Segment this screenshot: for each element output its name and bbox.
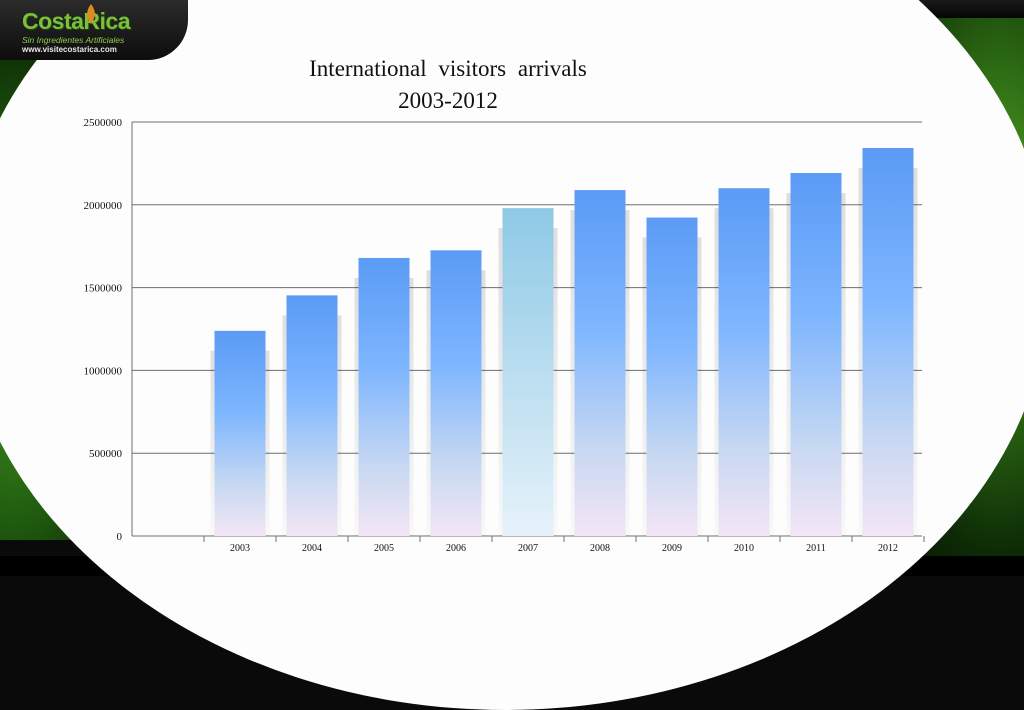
bar-2004 bbox=[286, 295, 338, 536]
bar-2003 bbox=[214, 330, 266, 536]
logo-brand: CostaRica bbox=[22, 8, 130, 34]
x-tick-label: 2004 bbox=[302, 543, 322, 554]
bars bbox=[210, 147, 918, 537]
bar-2006 bbox=[430, 250, 482, 536]
chart-subtitle: 2003-2012 bbox=[398, 88, 498, 113]
y-tick-label: 1000000 bbox=[84, 365, 123, 377]
y-tick-label: 0 bbox=[117, 531, 123, 543]
bar-2005 bbox=[358, 257, 410, 536]
x-tick-label: 2009 bbox=[662, 543, 682, 554]
bar-2009 bbox=[646, 217, 698, 536]
x-tick-label: 2007 bbox=[518, 543, 538, 554]
chart-title: International visitors arrivals bbox=[309, 56, 587, 81]
x-axis-ticks: 2003 2004 2005 2006 2007 2008 2009 2010 2011 2012 bbox=[203, 536, 925, 554]
x-tick-label: 2008 bbox=[590, 543, 610, 554]
bar-2010 bbox=[718, 188, 770, 537]
y-axis-ticks: 0 500000 1000000 1500000 2000000 2500000 bbox=[84, 117, 123, 543]
bar-2008 bbox=[574, 190, 626, 537]
logo-tagline: Sin Ingredientes Artificiales bbox=[22, 35, 125, 45]
y-tick-label: 500000 bbox=[89, 448, 123, 460]
x-tick-label: 2010 bbox=[734, 543, 754, 554]
y-tick-label: 2500000 bbox=[84, 117, 123, 129]
x-tick-label: 2006 bbox=[446, 543, 466, 554]
y-tick-label: 2000000 bbox=[84, 200, 123, 212]
x-tick-label: 2005 bbox=[374, 543, 394, 554]
y-tick-label: 1500000 bbox=[84, 283, 123, 295]
bar-2012 bbox=[862, 147, 914, 536]
logo-url: www.visitecostarica.com bbox=[22, 45, 117, 54]
bar-2007 bbox=[502, 208, 554, 536]
x-tick-label: 2012 bbox=[878, 543, 898, 554]
bar-2011 bbox=[790, 173, 842, 536]
bar-chart: 0 500000 1000000 1500000 2000000 2500000 2003… bbox=[84, 117, 925, 554]
x-tick-label: 2011 bbox=[806, 543, 826, 554]
leaf-icon bbox=[87, 4, 95, 24]
x-tick-label: 2003 bbox=[230, 543, 250, 554]
costa-rica-logo: CostaRica Sin Ingredientes Artificiales … bbox=[0, 0, 188, 60]
